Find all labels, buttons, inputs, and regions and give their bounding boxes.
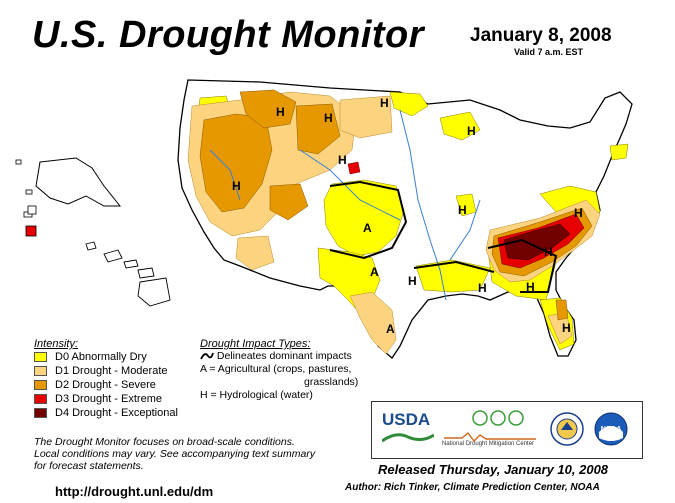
legend-heading: Intensity: — [34, 338, 79, 350]
legend-item-d1: D1 Drought - Moderate — [34, 364, 204, 378]
impact-label-h: H — [478, 281, 487, 295]
author-credit: Author: Rich Tinker, Climate Prediction … — [345, 482, 600, 493]
impact-label-a: A — [370, 265, 379, 279]
legend-swatch — [34, 394, 47, 404]
impact-label-h: H — [324, 111, 333, 125]
map-title: U.S. Drought Monitor — [32, 14, 425, 56]
map-date: January 8, 2008 — [470, 25, 612, 46]
noaa-text: NOAA — [601, 426, 622, 433]
partner-logos: USDA National Drought Mitigation Center … — [371, 401, 643, 459]
usda-logo: USDA — [381, 410, 435, 446]
release-date: Released Thursday, January 10, 2008 — [378, 462, 609, 477]
usda-wordmark: USDA — [382, 410, 431, 429]
impact-label-h: H — [526, 280, 535, 294]
impact-label-h: H — [338, 153, 347, 167]
puerto-rico-markers — [25, 205, 37, 237]
legend-swatch — [34, 380, 47, 390]
legend-label: D2 Drought - Severe — [55, 379, 156, 391]
legend-label: D3 Drought - Extreme — [55, 393, 162, 405]
note-line: The Drought Monitor focuses on broad-sca… — [34, 436, 295, 448]
ndmc-logo: National Drought Mitigation Center — [442, 408, 542, 452]
impact-label-h: H — [458, 203, 467, 217]
tree-icon — [472, 410, 524, 426]
impact-line-boundary: Delineates dominant impacts — [200, 350, 375, 363]
legend-swatch — [34, 408, 47, 418]
impact-types-legend: Drought Impact Types: Delineates dominan… — [200, 338, 375, 402]
legend-swatch — [34, 352, 47, 362]
impact-label-h: H — [276, 105, 285, 119]
legend-item-d4: D4 Drought - Exceptional — [34, 406, 204, 420]
impact-label-h: H — [544, 245, 553, 259]
drought-wave-icon — [444, 432, 536, 442]
impact-boundaries — [329, 180, 558, 293]
legend-item-d3: D3 Drought - Extreme — [34, 392, 204, 406]
noaa-logo-icon: NOAA — [594, 412, 628, 446]
impact-line-agricultural: A = Agricultural (crops, pastures, — [200, 363, 352, 375]
impact-label-h: H — [232, 179, 241, 193]
impact-heading: Drought Impact Types: — [200, 338, 311, 350]
impact-label-h: H — [408, 274, 417, 288]
legend-item-d0: D0 Abnormally Dry — [34, 350, 204, 364]
d4-exceptional-drought-areas — [503, 223, 571, 261]
ndmc-label-2: Drought Mitigation Center — [465, 441, 535, 447]
usda-hills-icon — [381, 433, 435, 443]
impact-label-a: A — [363, 221, 372, 235]
valid-time: Valid 7 a.m. EST — [514, 47, 584, 57]
commerce-seal-icon — [550, 412, 584, 446]
ndmc-label-1: National — [442, 441, 465, 447]
disclaimer-note: The Drought Monitor focuses on broad-sca… — [34, 436, 354, 472]
impact-labels: H H H H H A H A H H H A H H H H — [232, 96, 583, 336]
note-line: for forecast statements. — [34, 460, 144, 472]
impact-label-h: H — [562, 321, 571, 335]
legend-item-d2: D2 Drought - Severe — [34, 378, 204, 392]
hawaii — [85, 241, 171, 307]
impact-label-a: A — [386, 322, 395, 336]
alaska — [35, 157, 122, 207]
ndmc-label: National Drought Mitigation Center — [442, 441, 534, 447]
intensity-legend: Intensity: D0 Abnormally Dry D1 Drought … — [34, 338, 204, 420]
impact-label-h: H — [380, 96, 389, 110]
legend-label: D4 Drought - Exceptional — [55, 407, 178, 419]
impact-label-h: H — [574, 206, 583, 220]
impact-line-hydrological: H = Hydrological (water) — [200, 389, 313, 401]
legend-label: D1 Drought - Moderate — [55, 365, 168, 377]
impact-label-h: H — [467, 124, 476, 138]
legend-label: D0 Abnormally Dry — [55, 351, 147, 363]
legend-swatch — [34, 366, 47, 376]
boundary-line-icon — [200, 352, 214, 360]
impact-line-agricultural-cont: grasslands) — [304, 376, 359, 388]
impact-text: Delineates dominant impacts — [216, 350, 352, 362]
note-line: Local conditions may vary. See accompany… — [34, 448, 316, 460]
source-url[interactable]: http://drought.unl.edu/dm — [55, 484, 214, 499]
